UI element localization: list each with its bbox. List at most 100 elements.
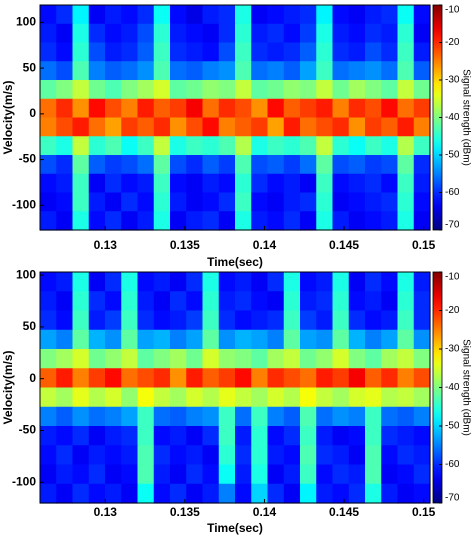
heatmap-cell: [137, 483, 155, 504]
heatmap-cell: [283, 310, 301, 331]
heatmap-cell: [186, 349, 204, 369]
heatmap-cell: [170, 42, 187, 62]
heatmap-cell: [365, 406, 382, 427]
heatmap-cell: [316, 192, 334, 212]
heatmap-cell: [153, 155, 171, 175]
heatmap-cell: [56, 349, 74, 369]
heatmap-cell: [56, 445, 74, 466]
heatmap-cell: [40, 291, 57, 312]
heatmap-cell: [397, 483, 415, 504]
heatmap-cell: [40, 426, 57, 446]
heatmap-cell: [88, 155, 106, 175]
heatmap-cell: [121, 136, 139, 156]
heatmap-cell: [88, 464, 106, 485]
heatmap-cell: [137, 464, 155, 485]
heatmap-cell: [56, 329, 74, 350]
heatmap-cell: [381, 5, 399, 25]
heatmap-cell: [186, 5, 204, 25]
heatmap-cell: [218, 387, 236, 408]
heatmap-cell: [251, 464, 269, 485]
heatmap-cell: [105, 291, 122, 312]
heatmap-cell: [348, 155, 366, 175]
heatmap-cell: [121, 291, 139, 312]
colorbar-tick-label: -60: [445, 187, 460, 198]
heatmap-cell: [72, 349, 90, 369]
heatmap-cell: [397, 445, 415, 466]
colorbar-tick-label: -10: [445, 5, 460, 16]
heatmap-cell: [365, 368, 382, 389]
heatmap-cell: [88, 23, 106, 44]
heatmap-cell: [316, 368, 334, 389]
heatmap-cell: [153, 98, 171, 119]
heatmap-cell: [72, 406, 90, 427]
heatmap-cell: [218, 464, 236, 485]
heatmap-cell: [283, 98, 301, 119]
heatmap-cell: [72, 61, 90, 81]
heatmap-cell: [397, 211, 415, 231]
heatmap-cell: [365, 445, 382, 466]
heatmap-cell: [332, 464, 350, 485]
colorbar-tick-label: -10: [445, 272, 460, 283]
heatmap-cell: [300, 349, 317, 369]
heatmap-cell: [235, 5, 252, 25]
heatmap-cell: [105, 23, 122, 44]
heatmap-cell: [88, 483, 106, 504]
heatmap-cell: [186, 426, 204, 446]
heatmap-cell: [267, 211, 285, 231]
heatmap-cell: [283, 155, 301, 175]
heatmap-cell: [283, 61, 301, 81]
heatmap-cell: [300, 80, 317, 100]
heatmap-cell: [56, 211, 74, 231]
heatmap-cell: [397, 329, 415, 350]
heatmap-cell: [121, 406, 139, 427]
y-tick-label: 100: [16, 267, 36, 281]
heatmap-cell: [202, 426, 220, 446]
heatmap-cell: [300, 173, 317, 194]
heatmap-cell: [300, 291, 317, 312]
heatmap-cell: [137, 349, 155, 369]
heatmap-cell: [235, 173, 252, 194]
heatmap-cell: [348, 406, 366, 427]
heatmap-cell: [153, 387, 171, 408]
heatmap-cell: [365, 80, 382, 100]
heatmap-cell: [153, 291, 171, 312]
heatmap-cell: [202, 291, 220, 312]
heatmap-cell: [332, 155, 350, 175]
heatmap-cell: [105, 117, 122, 137]
heatmap-cell: [235, 272, 252, 292]
heatmap-cell: [235, 426, 252, 446]
heatmap-cell: [381, 426, 399, 446]
heatmap-cell: [88, 387, 106, 408]
heatmap-cell: [72, 211, 90, 231]
heatmap-cell: [186, 155, 204, 175]
heatmap-cell: [40, 42, 57, 62]
heatmap-cell: [56, 5, 74, 25]
colorbar-tick-label: -40: [445, 382, 460, 393]
heatmap-cell: [170, 23, 187, 44]
heatmap-cell: [397, 42, 415, 62]
heatmap-cell: [413, 42, 431, 62]
heatmap-cell: [235, 387, 252, 408]
heatmap-cell: [72, 98, 90, 119]
heatmap-cell: [186, 406, 204, 427]
heatmap-cell: [300, 406, 317, 427]
heatmap-cell: [56, 23, 74, 44]
heatmap-cell: [413, 310, 431, 331]
heatmap-cell: [300, 155, 317, 175]
heatmap-cell: [348, 98, 366, 119]
heatmap-cell: [300, 192, 317, 212]
heatmap-cell: [365, 23, 382, 44]
heatmap-cell: [218, 272, 236, 292]
heatmap-cell: [348, 349, 366, 369]
x-tick-label: 0.13: [94, 238, 118, 252]
heatmap-cell: [137, 173, 155, 194]
heatmap-cell: [105, 5, 122, 25]
heatmap-cell: [267, 80, 285, 100]
heatmap-cell: [153, 42, 171, 62]
heatmap-cell: [186, 368, 204, 389]
heatmap-cell: [88, 329, 106, 350]
heatmap-cell: [251, 155, 269, 175]
heatmap-cell: [72, 5, 90, 25]
heatmap-cell: [72, 445, 90, 466]
heatmap-cell: [56, 117, 74, 137]
